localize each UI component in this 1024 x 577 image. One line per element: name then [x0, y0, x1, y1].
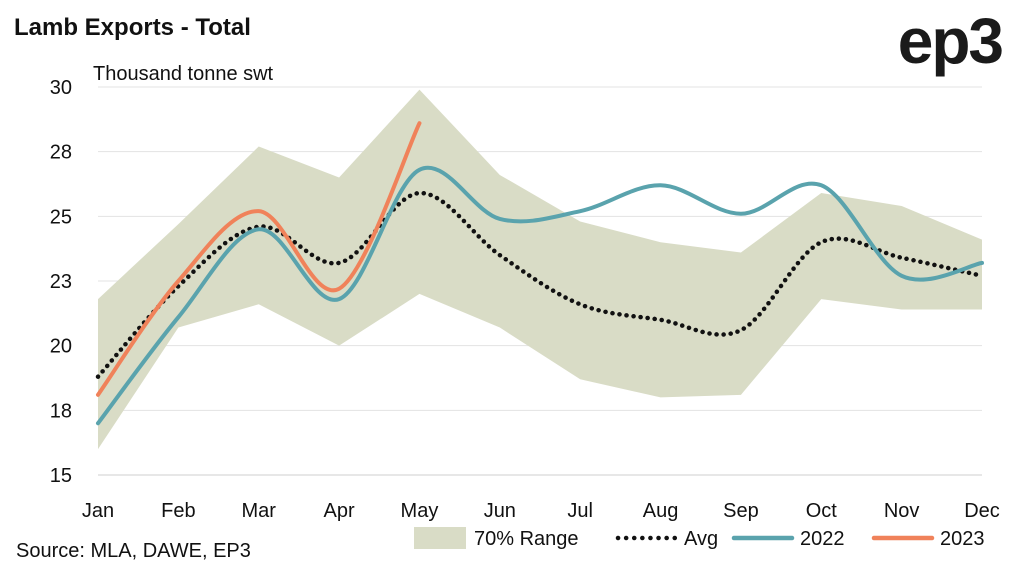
x-tick-label: Nov [884, 500, 920, 522]
y-tick-label: 25 [50, 206, 72, 228]
ep3-logo: ep3 [897, 5, 1004, 77]
legend-label: 2022 [800, 528, 845, 550]
x-tick-label: Dec [964, 500, 1000, 522]
range-band [98, 89, 982, 450]
legend-label: 70% Range [474, 528, 579, 550]
x-tick-label: Mar [242, 500, 277, 522]
legend-label: Avg [684, 528, 718, 550]
legend-swatch-range [414, 527, 466, 549]
x-tick-label: Apr [324, 500, 355, 522]
x-tick-label: Jul [567, 500, 593, 522]
x-tick-label: Feb [161, 500, 195, 522]
series-line-2022 [96, 165, 984, 426]
y-tick-label: 30 [50, 77, 72, 99]
y-tick-label: 18 [50, 400, 72, 422]
x-tick-label: Jan [82, 500, 114, 522]
series-line-2023 [96, 121, 422, 397]
x-tick-label: Jun [484, 500, 516, 522]
x-tick-label: Sep [723, 500, 759, 522]
x-tick-label: May [401, 500, 439, 522]
x-tick-label: Aug [643, 500, 679, 522]
source-note: Source: MLA, DAWE, EP3 [16, 540, 251, 562]
y-tick-label: 20 [50, 336, 72, 358]
x-tick-label: Oct [806, 500, 838, 522]
chart-title: Lamb Exports - Total [14, 14, 251, 41]
legend-label: 2023 [940, 528, 985, 550]
y-axis-label: Thousand tonne swt [93, 63, 274, 85]
y-tick-label: 15 [50, 465, 72, 487]
y-tick-label: 28 [50, 142, 72, 164]
y-tick-label: 23 [50, 271, 72, 293]
